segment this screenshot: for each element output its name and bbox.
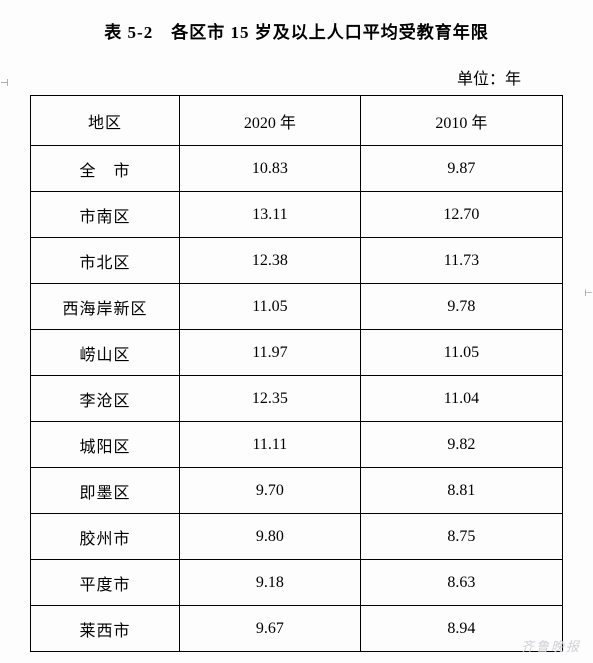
cell-region: 崂山区 <box>31 330 180 376</box>
cell-2020: 12.38 <box>179 238 360 284</box>
table-body: 全 市10.839.87 市南区13.1112.70 市北区12.3811.73… <box>31 146 563 652</box>
watermark-text: 齐鲁晚报 <box>521 636 581 655</box>
cell-2010: 8.81 <box>360 468 562 514</box>
table-row: 即墨区9.708.81 <box>31 468 563 514</box>
col-header-2020: 2020 年 <box>179 96 360 146</box>
cell-2010: 8.63 <box>360 560 562 606</box>
cell-region: 李沧区 <box>31 376 180 422</box>
cell-2020: 9.80 <box>179 514 360 560</box>
cell-2010: 9.87 <box>360 146 562 192</box>
cell-region: 市南区 <box>31 192 180 238</box>
cell-region: 平度市 <box>31 560 180 606</box>
table-caption: 表 5-2 各区市 15 岁及以上人口平均受教育年限 <box>30 18 563 43</box>
crop-mark-left: ⊣ <box>0 78 9 89</box>
cell-region: 全 市 <box>31 146 180 192</box>
cell-2020: 11.97 <box>179 330 360 376</box>
table-row: 城阳区11.119.82 <box>31 422 563 468</box>
col-header-2010: 2010 年 <box>360 96 562 146</box>
cell-2010: 11.04 <box>360 376 562 422</box>
unit-label: 单位：年 <box>30 65 563 89</box>
cell-region: 城阳区 <box>31 422 180 468</box>
cell-2020: 13.11 <box>179 192 360 238</box>
cell-2020: 9.70 <box>179 468 360 514</box>
table-row: 西海岸新区11.059.78 <box>31 284 563 330</box>
table-row: 市南区13.1112.70 <box>31 192 563 238</box>
education-table: 地区 2020 年 2010 年 全 市10.839.87 市南区13.1112… <box>30 95 563 652</box>
cell-2020: 11.11 <box>179 422 360 468</box>
cell-2010: 11.05 <box>360 330 562 376</box>
cell-2010: 11.73 <box>360 238 562 284</box>
cell-2010: 12.70 <box>360 192 562 238</box>
cell-region: 即墨区 <box>31 468 180 514</box>
cell-2010: 9.78 <box>360 284 562 330</box>
cell-2010: 9.82 <box>360 422 562 468</box>
cell-2020: 9.18 <box>179 560 360 606</box>
col-header-region: 地区 <box>31 96 180 146</box>
cell-region: 莱西市 <box>31 606 180 652</box>
cell-region: 胶州市 <box>31 514 180 560</box>
table-row: 全 市10.839.87 <box>31 146 563 192</box>
table-row: 平度市9.188.63 <box>31 560 563 606</box>
table-row: 胶州市9.808.75 <box>31 514 563 560</box>
cell-region: 市北区 <box>31 238 180 284</box>
header-row: 地区 2020 年 2010 年 <box>31 96 563 146</box>
table-row: 李沧区12.3511.04 <box>31 376 563 422</box>
cell-2020: 9.67 <box>179 606 360 652</box>
cell-region: 西海岸新区 <box>31 284 180 330</box>
cell-2020: 12.35 <box>179 376 360 422</box>
cell-2020: 11.05 <box>179 284 360 330</box>
table-row: 市北区12.3811.73 <box>31 238 563 284</box>
cell-2010: 8.75 <box>360 514 562 560</box>
table-row: 莱西市9.678.94 <box>31 606 563 652</box>
table-row: 崂山区11.9711.05 <box>31 330 563 376</box>
cell-2020: 10.83 <box>179 146 360 192</box>
crop-mark-right: ⊢ <box>584 288 593 299</box>
